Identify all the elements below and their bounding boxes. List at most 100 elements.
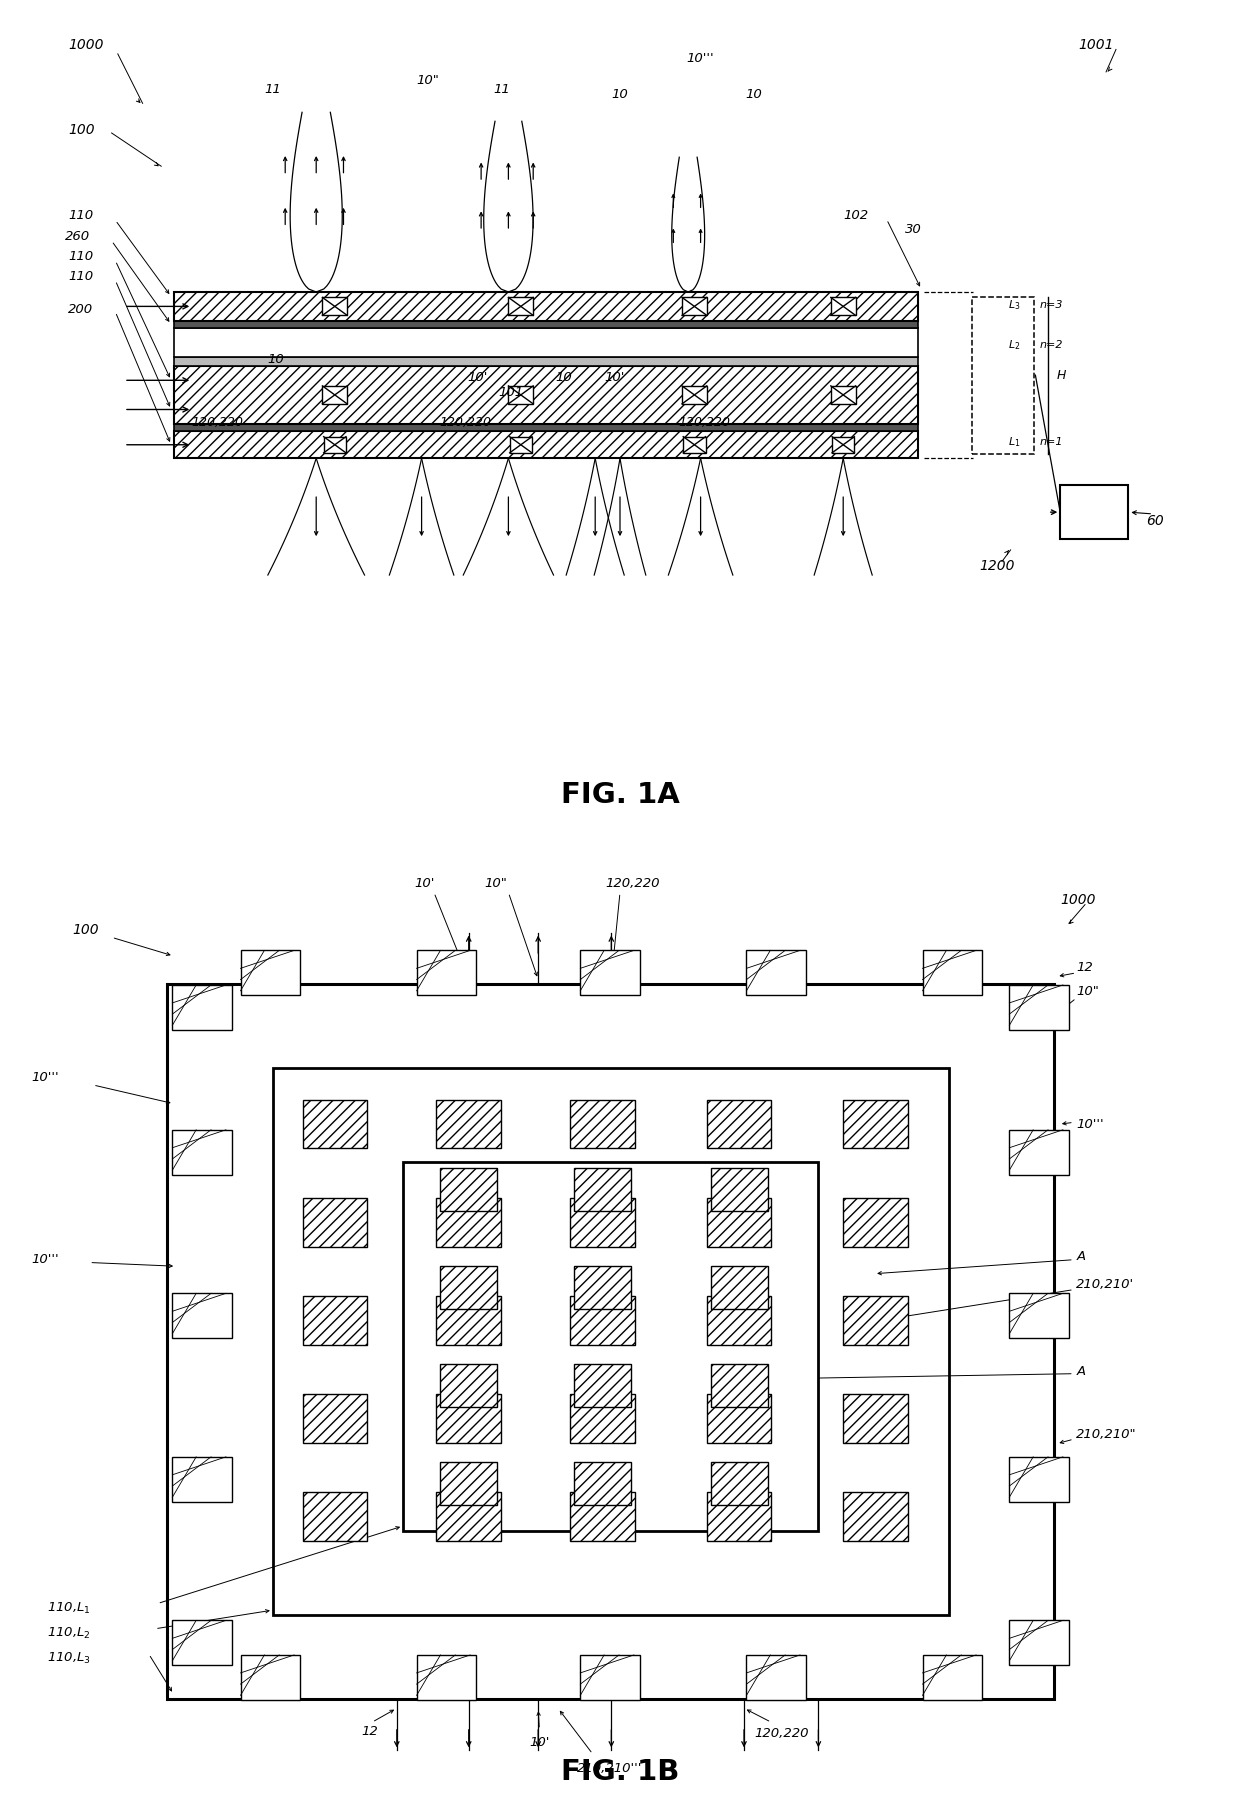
Bar <box>570 1394 635 1443</box>
Bar <box>508 386 533 404</box>
Text: A: A <box>1076 1366 1085 1378</box>
Bar <box>273 1067 949 1616</box>
Text: 102: 102 <box>843 208 868 223</box>
Bar <box>322 298 347 316</box>
Text: 10': 10' <box>414 877 434 890</box>
Bar <box>570 1100 635 1148</box>
Text: 10': 10' <box>605 370 625 385</box>
Bar <box>174 320 918 327</box>
Text: 100: 100 <box>68 124 94 137</box>
Bar <box>241 1655 300 1700</box>
Text: n=1: n=1 <box>1039 437 1063 447</box>
Text: 1001: 1001 <box>1079 38 1115 52</box>
Bar <box>241 951 300 996</box>
Bar <box>707 1199 771 1247</box>
Bar <box>510 437 532 453</box>
Bar <box>324 437 346 453</box>
Bar <box>843 1100 908 1148</box>
Bar <box>831 386 856 404</box>
Text: $L_1$: $L_1$ <box>1008 435 1021 449</box>
Text: 10": 10" <box>1076 985 1099 997</box>
Text: 10': 10' <box>529 1736 549 1748</box>
Bar <box>570 1199 635 1247</box>
Text: 10: 10 <box>611 88 629 101</box>
Text: 110: 110 <box>68 250 93 264</box>
Text: FIG. 1A: FIG. 1A <box>560 782 680 809</box>
Text: 10''': 10''' <box>687 52 714 65</box>
Text: 120,220: 120,220 <box>605 877 660 890</box>
Bar <box>707 1100 771 1148</box>
Text: 10": 10" <box>417 74 439 88</box>
Text: 10''': 10''' <box>1076 1118 1104 1130</box>
Bar <box>436 1199 501 1247</box>
Bar <box>172 1457 232 1502</box>
Text: n=2: n=2 <box>1039 340 1063 350</box>
Bar <box>707 1394 771 1443</box>
Text: 120,220: 120,220 <box>754 1727 808 1739</box>
Bar <box>711 1267 768 1310</box>
Text: 10: 10 <box>267 352 284 367</box>
Bar <box>1009 1130 1069 1175</box>
Bar <box>1009 1457 1069 1502</box>
Text: 10': 10' <box>467 370 487 385</box>
Bar <box>831 298 856 316</box>
Bar <box>440 1364 497 1407</box>
Bar <box>440 1168 497 1211</box>
Text: 100: 100 <box>72 924 98 936</box>
Bar <box>707 1296 771 1344</box>
Text: 260: 260 <box>64 230 89 243</box>
Text: 1200: 1200 <box>980 559 1016 573</box>
Bar <box>711 1364 768 1407</box>
Bar <box>174 431 918 458</box>
Text: 1000: 1000 <box>68 38 104 52</box>
Bar <box>843 1199 908 1247</box>
Text: 110: 110 <box>68 208 93 223</box>
Bar <box>707 1492 771 1542</box>
Bar <box>174 367 918 424</box>
Text: 11: 11 <box>494 83 511 97</box>
Bar <box>682 386 707 404</box>
Bar <box>832 437 854 453</box>
Text: 110: 110 <box>68 270 93 284</box>
Bar <box>570 1296 635 1344</box>
Text: A: A <box>1076 1251 1085 1263</box>
Bar <box>417 951 476 996</box>
Bar <box>711 1168 768 1211</box>
Bar <box>843 1296 908 1344</box>
Bar <box>683 437 706 453</box>
Bar <box>436 1100 501 1148</box>
Bar <box>172 1294 232 1339</box>
Bar <box>436 1296 501 1344</box>
Text: $L_3$: $L_3$ <box>1008 298 1021 313</box>
Bar <box>923 951 982 996</box>
Text: 120,220: 120,220 <box>678 415 730 429</box>
Bar <box>303 1394 367 1443</box>
Bar <box>682 298 707 316</box>
Bar <box>436 1492 501 1542</box>
Bar <box>923 1655 982 1700</box>
Bar <box>440 1463 497 1506</box>
Bar <box>172 1130 232 1175</box>
Bar <box>440 1267 497 1310</box>
Bar <box>570 1492 635 1542</box>
Text: 1000: 1000 <box>1060 893 1096 907</box>
Bar <box>508 298 533 316</box>
Text: 30: 30 <box>905 223 923 235</box>
Bar <box>417 1655 476 1700</box>
Bar <box>403 1161 818 1531</box>
Bar <box>322 386 347 404</box>
Bar <box>172 1621 232 1666</box>
Text: 12: 12 <box>361 1725 378 1738</box>
Bar <box>574 1364 631 1407</box>
Bar <box>972 297 1034 455</box>
Text: 101: 101 <box>498 386 523 399</box>
Text: 210,210''': 210,210''' <box>578 1763 642 1775</box>
Bar <box>574 1168 631 1211</box>
Bar <box>436 1394 501 1443</box>
Bar <box>303 1492 367 1542</box>
Text: 110,$L_3$: 110,$L_3$ <box>47 1651 91 1666</box>
Bar <box>303 1296 367 1344</box>
Bar <box>174 424 918 431</box>
Bar <box>580 1655 640 1700</box>
Bar <box>843 1394 908 1443</box>
